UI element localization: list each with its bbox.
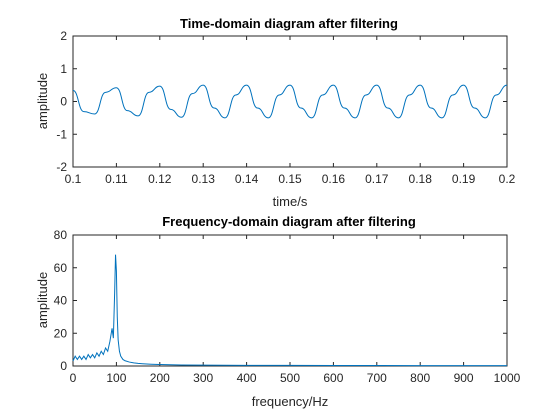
x-tick-label: 0.2 bbox=[499, 172, 516, 186]
x-tick-label: 300 bbox=[193, 371, 213, 385]
plot-area-box bbox=[72, 234, 508, 367]
x-tick-label: 0.11 bbox=[105, 172, 128, 186]
x-tick-label: 500 bbox=[280, 371, 300, 385]
y-tick-label: 0 bbox=[60, 359, 67, 373]
y-tick-label: 0 bbox=[60, 95, 67, 109]
x-tick-label: 0.17 bbox=[365, 172, 389, 186]
x-tick-label: 1000 bbox=[494, 371, 521, 385]
y-axis-label: amplitude bbox=[35, 272, 50, 328]
x-axis-label: time/s bbox=[273, 194, 308, 209]
y-tick-label: 20 bbox=[54, 326, 68, 340]
series-line bbox=[72, 254, 507, 367]
y-tick-label: -2 bbox=[56, 160, 67, 174]
y-tick-label: 60 bbox=[54, 261, 68, 275]
series-group bbox=[72, 84, 508, 119]
x-ticks: 0 100 200 300 400 500 600 700 800 900 1000 bbox=[70, 235, 521, 385]
y-tick-label: 2 bbox=[60, 29, 67, 43]
y-tick-label: 80 bbox=[54, 228, 68, 242]
x-ticks: 0.1 0.11 0.12 0.13 0.14 0.15 0.16 0.17 0.18 0.19 0… bbox=[65, 36, 516, 186]
series-group bbox=[72, 254, 507, 367]
x-axis-label: frequency/Hz bbox=[252, 394, 329, 409]
x-tick-label: 900 bbox=[454, 371, 474, 385]
x-tick-label: 0 bbox=[70, 371, 77, 385]
frequency-domain-axes: Frequency-domain diagram after filtering… bbox=[35, 214, 521, 409]
x-tick-label: 600 bbox=[323, 371, 343, 385]
x-tick-label: 700 bbox=[367, 371, 387, 385]
y-tick-label: 1 bbox=[60, 62, 67, 76]
x-tick-label: 0.18 bbox=[409, 172, 433, 186]
x-tick-label: 100 bbox=[106, 371, 126, 385]
x-tick-label: 400 bbox=[237, 371, 257, 385]
x-tick-label: 200 bbox=[150, 371, 170, 385]
x-tick-label: 0.13 bbox=[192, 172, 216, 186]
x-tick-label: 0.15 bbox=[278, 172, 302, 186]
series-line bbox=[72, 84, 508, 119]
y-tick-label: -1 bbox=[56, 127, 67, 141]
x-tick-label: 0.14 bbox=[235, 172, 259, 186]
x-tick-label: 800 bbox=[410, 371, 430, 385]
y-tick-label: 40 bbox=[54, 294, 68, 308]
chart-title: Time-domain diagram after filtering bbox=[180, 16, 398, 31]
x-tick-label: 0.1 bbox=[65, 172, 82, 186]
y-ticks: -2 -1 0 1 2 bbox=[56, 29, 507, 174]
time-domain-axes: Time-domain diagram after filtering -2 -1… bbox=[35, 16, 516, 209]
chart-title: Frequency-domain diagram after filtering bbox=[162, 214, 416, 229]
x-tick-label: 0.16 bbox=[322, 172, 346, 186]
y-axis-label: amplitude bbox=[35, 73, 50, 129]
x-tick-label: 0.12 bbox=[148, 172, 172, 186]
x-tick-label: 0.19 bbox=[452, 172, 476, 186]
y-ticks: 0 20 40 60 80 bbox=[54, 228, 507, 373]
plot-area-box bbox=[72, 35, 508, 168]
